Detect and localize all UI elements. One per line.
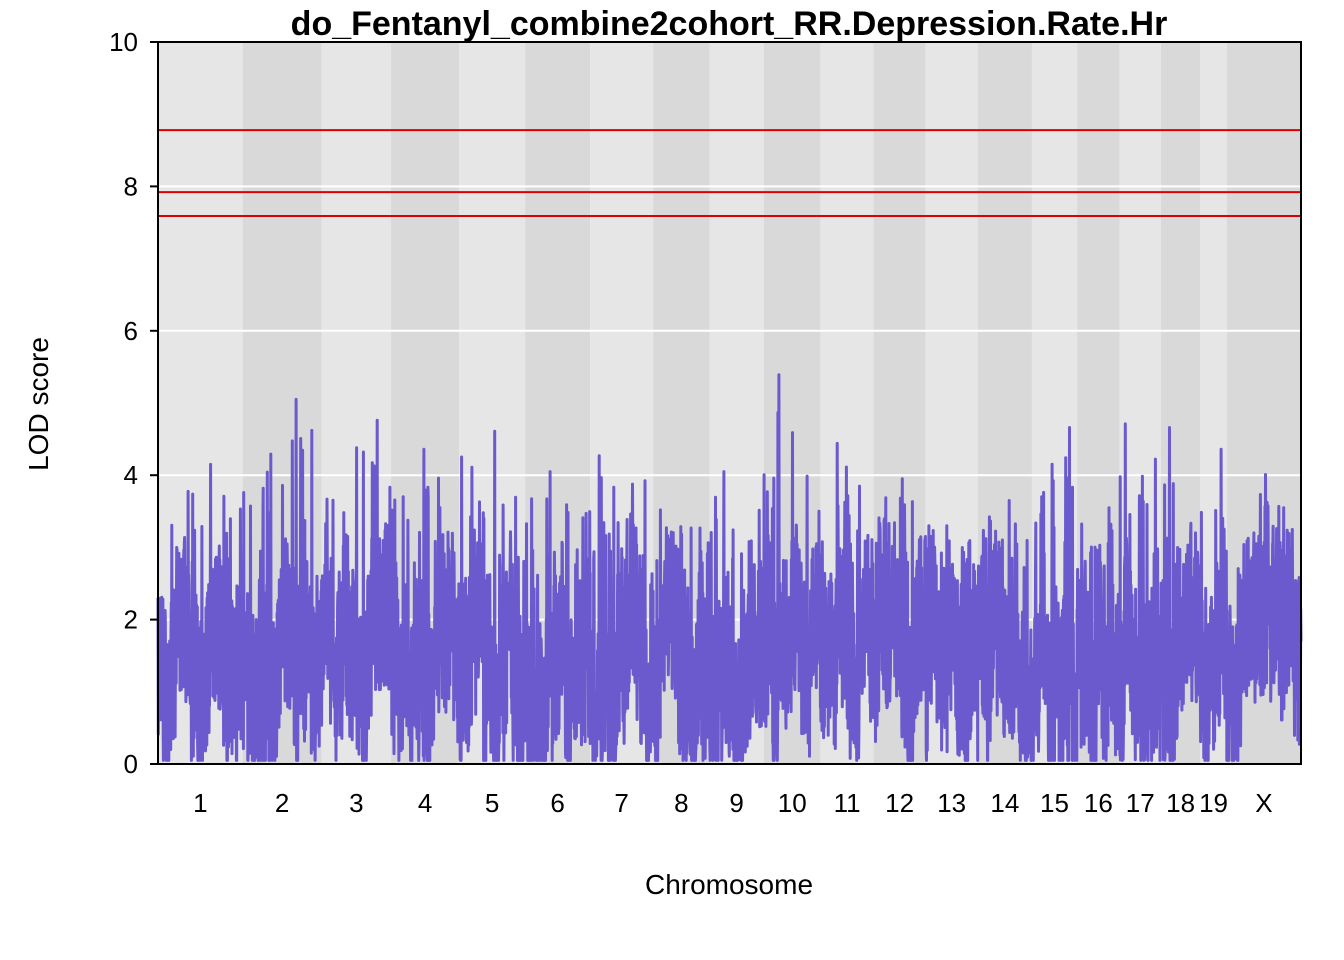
x-tick-label-18: 18 xyxy=(1166,788,1195,818)
plot-frame xyxy=(157,41,1302,765)
x-tick-label-8: 8 xyxy=(674,788,688,818)
x-tick-label-6: 6 xyxy=(550,788,564,818)
x-tick-label-10: 10 xyxy=(778,788,807,818)
x-tick-label-3: 3 xyxy=(349,788,363,818)
x-tick-label-17: 17 xyxy=(1126,788,1155,818)
y-tick-label-0: 0 xyxy=(124,749,138,779)
y-tick-label-8: 8 xyxy=(124,171,138,201)
x-tick-label-19: 19 xyxy=(1199,788,1228,818)
x-tick-label-15: 15 xyxy=(1040,788,1069,818)
x-tick-label-9: 9 xyxy=(729,788,743,818)
x-tick-label-X: X xyxy=(1255,788,1272,818)
y-tick-label-2: 2 xyxy=(124,605,138,635)
y-axis: 0 2 4 6 8 10 xyxy=(109,27,158,779)
x-tick-label-14: 14 xyxy=(990,788,1019,818)
x-tick-label-11: 11 xyxy=(834,788,861,818)
y-tick-label-10: 10 xyxy=(109,27,138,57)
x-tick-label-16: 16 xyxy=(1084,788,1113,818)
x-tick-label-13: 13 xyxy=(937,788,966,818)
y-axis-label: LOD score xyxy=(23,337,54,471)
y-tick-label-4: 4 xyxy=(124,460,138,490)
lod-series-line xyxy=(156,373,1303,762)
x-tick-label-7: 7 xyxy=(614,788,628,818)
x-tick-label-5: 5 xyxy=(485,788,499,818)
x-axis-label: Chromosome xyxy=(645,869,813,900)
threshold-lines xyxy=(158,129,1301,218)
x-tick-label-12: 12 xyxy=(885,788,914,818)
x-axis: 1 2 3 4 5 6 7 8 9 10 11 12 13 14 15 16 17 18 19 X xyxy=(193,788,1272,818)
chart-title: do_Fentanyl_combine2cohort_RR.Depression… xyxy=(291,5,1168,43)
x-tick-label-4: 4 xyxy=(418,788,432,818)
x-tick-label-1: 1 xyxy=(193,788,207,818)
y-tick-label-6: 6 xyxy=(124,316,138,346)
x-tick-label-2: 2 xyxy=(275,788,289,818)
